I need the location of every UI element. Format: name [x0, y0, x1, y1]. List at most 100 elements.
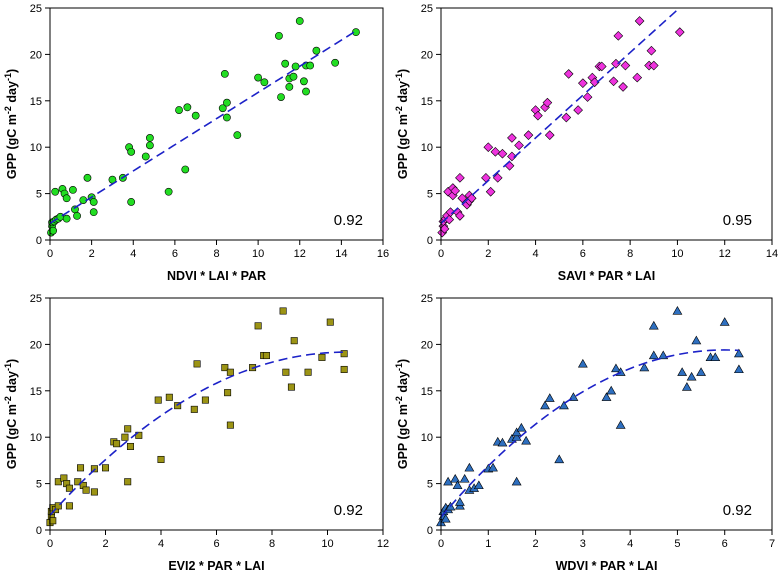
- data-point: [289, 72, 298, 81]
- data-point: [639, 362, 650, 372]
- x-tick-label: 12: [719, 248, 731, 260]
- panel-wdvi: 0 1 2 3 4 5 6 7 0 5 10 15 20 25 0.92 WDVI * PAR * LAI…: [394, 293, 775, 573]
- data-point: [672, 305, 683, 315]
- data-point: [613, 31, 624, 41]
- x-tick-label: 3: [580, 538, 586, 550]
- x-tick-label: 12: [377, 538, 389, 550]
- data-point: [514, 140, 524, 151]
- data-point: [282, 368, 290, 376]
- axis-ticks: 0 2 4 6 8 10 12 14 0 5 10 15 20 25: [421, 3, 778, 260]
- data-point: [691, 335, 702, 345]
- fit-line: [49, 30, 357, 224]
- data-point: [124, 478, 132, 486]
- data-point: [440, 513, 451, 523]
- data-point: [521, 435, 532, 445]
- data-point: [193, 360, 201, 368]
- data-point: [507, 133, 517, 143]
- y-tick-label: 5: [427, 479, 433, 491]
- data-points: [46, 307, 348, 527]
- data-point: [279, 307, 287, 315]
- data-point: [145, 134, 154, 142]
- data-point: [466, 193, 477, 204]
- data-point: [457, 193, 468, 204]
- y-tick-label: 5: [427, 189, 433, 201]
- x-tick-label: 2: [485, 248, 491, 260]
- data-point: [452, 480, 463, 490]
- data-point: [540, 400, 550, 410]
- x-tick-label: 0: [438, 248, 444, 260]
- data-point: [544, 130, 555, 140]
- x-tick-label: 2: [102, 538, 108, 550]
- data-point: [49, 226, 58, 235]
- axis-ticks: 0 1 2 3 4 5 6 7 0 5 10 15 20 25: [421, 293, 775, 550]
- data-point: [611, 58, 621, 69]
- data-point: [291, 62, 300, 71]
- data-point: [65, 484, 73, 492]
- data-point: [497, 437, 508, 447]
- data-point: [648, 320, 659, 330]
- y-axis-title-text: GPP (gC m-2 day-1): [3, 69, 19, 179]
- data-point: [77, 464, 85, 472]
- data-point: [485, 186, 496, 197]
- data-point: [73, 211, 81, 220]
- y-tick-label: 15: [421, 96, 433, 108]
- y-tick-label: 5: [36, 189, 42, 201]
- data-point: [573, 105, 583, 115]
- data-point: [561, 112, 572, 123]
- data-point: [126, 442, 134, 450]
- data-point: [340, 365, 348, 373]
- data-point: [563, 69, 574, 79]
- correlation-annotation: 0.95: [723, 212, 752, 229]
- data-point: [608, 76, 619, 87]
- data-point: [648, 60, 659, 71]
- data-point: [226, 421, 234, 429]
- x-tick-label: 10: [252, 248, 264, 260]
- data-point: [511, 427, 522, 437]
- data-point: [578, 78, 588, 88]
- data-point: [260, 78, 269, 87]
- data-point: [275, 31, 283, 40]
- x-tick-label: 6: [172, 248, 178, 260]
- data-point: [157, 455, 165, 463]
- y-axis-title-text: GPP (gC m-2 day-1): [394, 359, 410, 469]
- x-tick-label: 6: [213, 538, 219, 550]
- data-point: [326, 318, 334, 326]
- data-point: [677, 367, 688, 376]
- y-tick-label: 25: [421, 293, 433, 305]
- data-point: [281, 59, 290, 68]
- x-tick-label: 5: [674, 538, 680, 550]
- plot-frame: [440, 7, 773, 241]
- x-tick-label: 6: [580, 248, 586, 260]
- x-tick-label: 4: [627, 538, 633, 550]
- data-point: [302, 87, 310, 96]
- data-points: [47, 17, 360, 237]
- data-point: [686, 371, 697, 381]
- y-tick-label: 25: [30, 293, 42, 305]
- x-tick-label: 8: [213, 248, 219, 260]
- data-point: [54, 478, 62, 486]
- y-axis-title: GPP (gC m-2 day-1): [3, 69, 19, 179]
- data-point: [533, 110, 543, 121]
- data-point: [218, 104, 227, 113]
- data-point: [285, 82, 294, 91]
- data-point: [634, 16, 645, 26]
- data-point: [68, 185, 77, 194]
- y-tick-label: 10: [30, 432, 42, 444]
- data-point: [674, 27, 685, 37]
- x-tick-label: 8: [269, 538, 275, 550]
- data-point: [145, 141, 154, 150]
- data-point: [223, 98, 231, 107]
- y-tick-label: 15: [30, 386, 42, 398]
- data-point: [262, 352, 270, 360]
- data-point: [181, 165, 190, 174]
- data-point: [62, 194, 71, 203]
- data-point: [646, 45, 657, 56]
- x-tick-label: 12: [294, 248, 306, 260]
- data-point: [304, 368, 312, 376]
- data-point: [542, 97, 553, 108]
- data-point: [102, 464, 110, 472]
- axis-ticks: 0 2 4 6 8 10 12 14 16 0 5 10 15 20 25: [30, 3, 389, 260]
- data-point: [127, 147, 136, 156]
- x-tick-label: 7: [769, 538, 775, 550]
